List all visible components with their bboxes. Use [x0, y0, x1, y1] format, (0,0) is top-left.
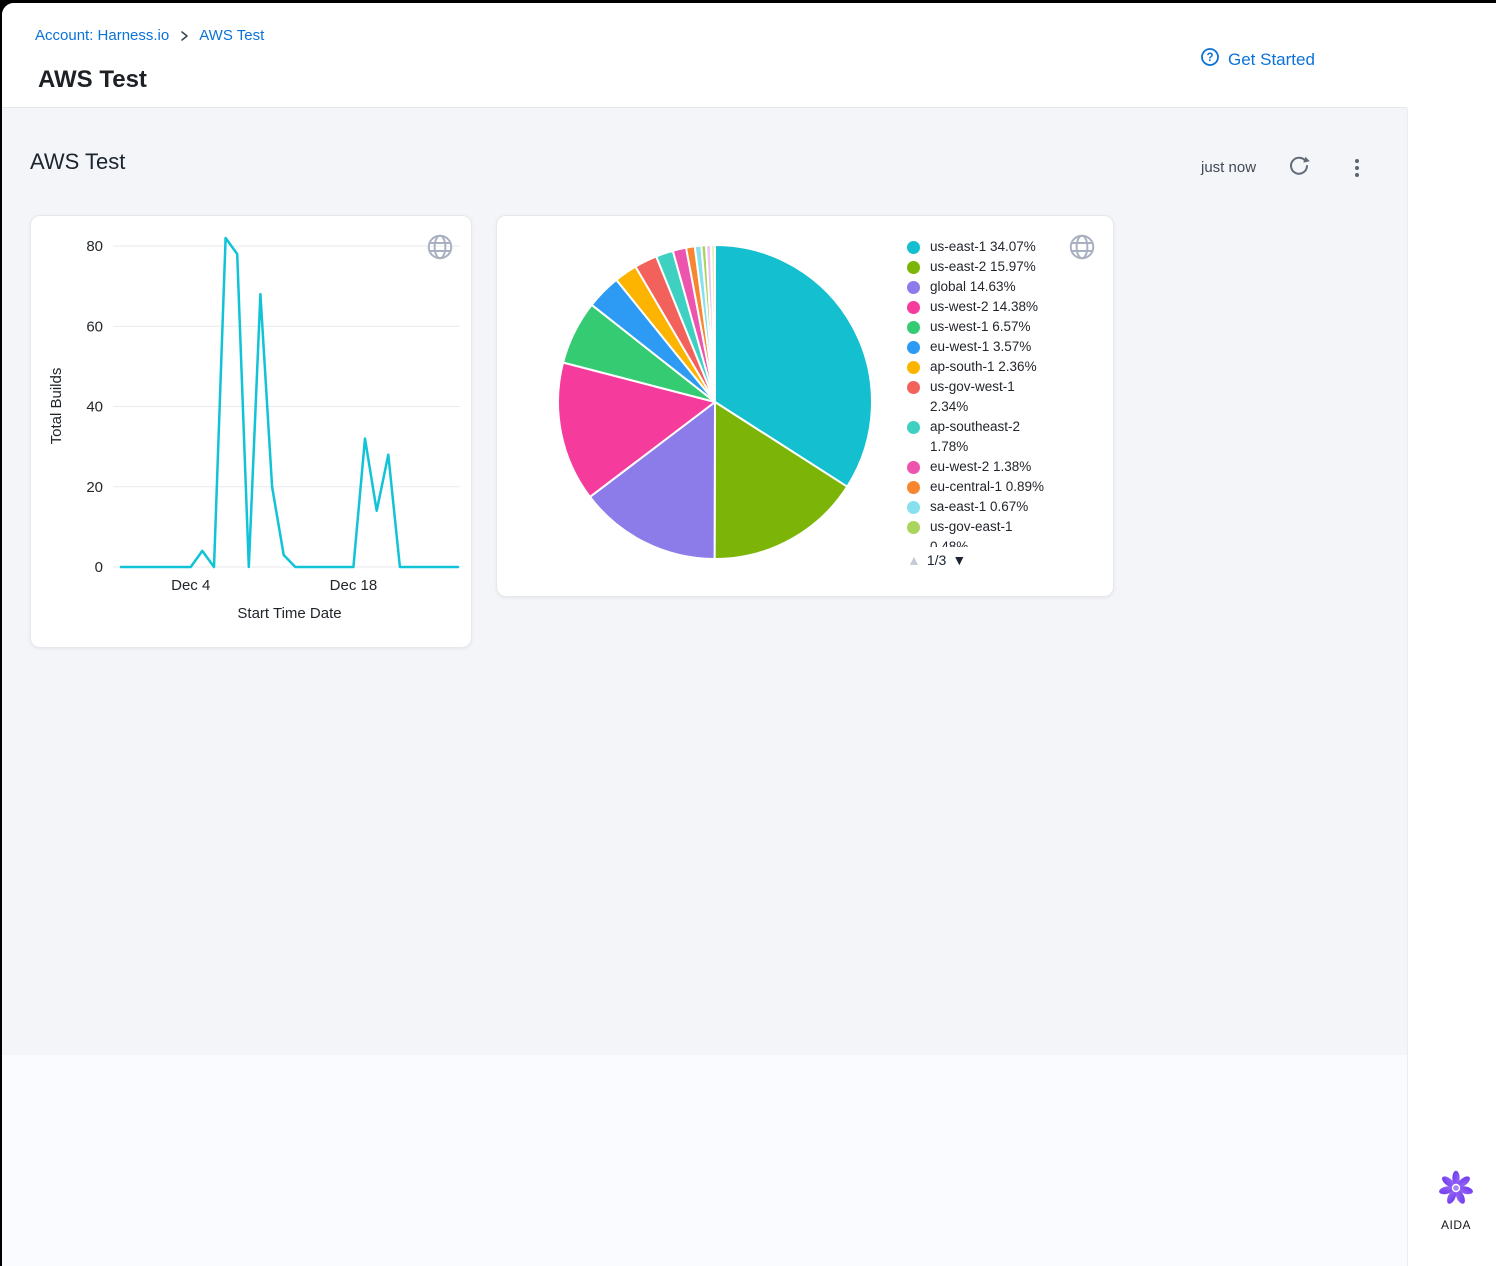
legend-label: eu-west-2 1.38% — [930, 459, 1032, 474]
x-tick-label: Dec 18 — [330, 577, 378, 594]
legend-item-sa-east-1[interactable]: sa-east-1 0.67% — [907, 497, 1089, 517]
legend-item-us-west-1[interactable]: us-west-1 6.57% — [907, 317, 1089, 337]
legend-label: global 14.63% — [930, 279, 1016, 294]
main-content: AWS Test just now 0 20 40 60 80 Total Builds D… — [2, 108, 1408, 1266]
legend-page-up-icon[interactable]: ▲ — [907, 552, 921, 568]
right-rail: AIDA — [1408, 108, 1496, 1266]
page-title: AWS Test — [38, 66, 147, 93]
pie-slice-global[interactable] — [588, 401, 716, 560]
line-chart[interactable]: 0 20 40 60 80 Total Builds Dec 4 Dec 18 Start Ti… — [31, 216, 471, 647]
legend-item-global[interactable]: global 14.63% — [907, 277, 1089, 297]
legend-swatch — [907, 480, 920, 494]
legend-item-ap-southeast-2[interactable]: ap-southeast-2 1.78% — [907, 417, 1089, 457]
y-tick-label: 60 — [86, 318, 103, 335]
x-axis-title: Start Time Date — [237, 605, 341, 622]
aida-assistant-button[interactable]: AIDA — [1430, 1168, 1482, 1232]
legend-item-us-gov-west-1[interactable]: us-gov-west-1 2.34% — [907, 377, 1089, 417]
legend-item-us-east-2[interactable]: us-east-2 15.97% — [907, 257, 1089, 277]
legend-label: ap-southeast-2 1.78% — [930, 419, 1021, 454]
kebab-menu-icon — [1355, 159, 1359, 177]
legend-label: us-east-1 34.07% — [930, 239, 1036, 254]
total-builds-line-chart-card: 0 20 40 60 80 Total Builds Dec 4 Dec 18 Start Ti… — [30, 215, 472, 648]
legend-swatch — [907, 300, 920, 314]
pie-slice-us-east-2[interactable] — [713, 401, 849, 561]
legend-item-eu-central-1[interactable]: eu-central-1 0.89% — [907, 477, 1089, 497]
y-tick-label: 20 — [86, 479, 103, 496]
refresh-icon — [1288, 155, 1310, 182]
app-panel: Account: Harness.io AWS Test AWS Test ? … — [2, 3, 1496, 1266]
aida-logo-icon — [1436, 1170, 1476, 1212]
get-started-label: Get Started — [1228, 49, 1315, 69]
total-builds-series — [119, 236, 460, 569]
legend-label: us-gov-east-1 0.48% — [930, 519, 1013, 547]
legend-label: us-gov-west-1 2.34% — [930, 379, 1015, 414]
legend-page-indicator: 1/3 — [926, 552, 947, 568]
svg-text:?: ? — [1206, 52, 1213, 64]
legend-label: eu-west-1 3.57% — [930, 339, 1032, 354]
legend-page-down-icon[interactable]: ▼ — [952, 552, 967, 568]
legend-swatch — [907, 340, 920, 354]
legend-swatch — [907, 280, 920, 294]
dashboard-menu-button[interactable] — [1344, 155, 1370, 181]
legend-swatch — [907, 520, 920, 534]
y-tick-label: 40 — [86, 399, 103, 416]
legend-item-us-gov-east-1[interactable]: us-gov-east-1 0.48% — [907, 517, 1089, 547]
breadcrumb: Account: Harness.io AWS Test — [35, 27, 264, 44]
last-refreshed-label: just now — [1201, 159, 1257, 176]
breadcrumb-account-link[interactable]: Account: Harness.io — [35, 27, 170, 44]
pie-legend: us-east-1 34.07% us-east-2 15.97% global 1… — [907, 237, 1089, 547]
legend-swatch — [907, 420, 920, 434]
breadcrumb-current-link[interactable]: AWS Test — [199, 27, 265, 44]
legend-label: us-east-2 15.97% — [930, 259, 1036, 274]
pie-slice-us-west-2[interactable] — [557, 361, 716, 498]
legend-swatch — [907, 320, 920, 334]
aida-label: AIDA — [1440, 1218, 1471, 1232]
legend-swatch — [907, 360, 920, 374]
legend-item-eu-west-1[interactable]: eu-west-1 3.57% — [907, 337, 1089, 357]
legend-item-us-west-2[interactable]: us-west-2 14.38% — [907, 297, 1089, 317]
legend-label: ap-south-1 2.36% — [930, 359, 1037, 374]
dashboard-title: AWS Test — [30, 149, 126, 174]
globe-icon — [1067, 232, 1097, 262]
legend-swatch — [907, 380, 920, 394]
chevron-right-icon — [178, 30, 190, 42]
help-question-icon: ? — [1200, 47, 1220, 72]
legend-item-eu-west-2[interactable]: eu-west-2 1.38% — [907, 457, 1089, 477]
header-divider — [2, 107, 1407, 108]
page-header: Account: Harness.io AWS Test AWS Test ? … — [2, 3, 1496, 107]
legend-item-ap-south-1[interactable]: ap-south-1 2.36% — [907, 357, 1089, 377]
globe-icon — [425, 232, 455, 262]
y-tick-label: 80 — [86, 238, 103, 255]
legend-label: sa-east-1 0.67% — [930, 499, 1029, 514]
legend-swatch — [907, 260, 920, 274]
x-tick-label: Dec 4 — [171, 577, 210, 594]
refresh-button[interactable] — [1286, 155, 1312, 181]
y-axis-title: Total Builds — [48, 368, 65, 445]
pie-slice[interactable] — [709, 243, 716, 403]
legend-swatch — [907, 460, 920, 474]
legend-swatch — [907, 240, 920, 254]
regions-pie-chart-card: us-east-1 34.07% us-east-2 15.97% global 1… — [496, 215, 1114, 597]
pie-chart[interactable] — [497, 216, 907, 596]
get-started-button[interactable]: ? Get Started — [1200, 47, 1315, 72]
legend-swatch — [907, 500, 920, 514]
legend-label: eu-central-1 0.89% — [930, 479, 1045, 494]
legend-pagination: ▲ 1/3 ▼ — [907, 552, 966, 568]
legend-item-us-east-1[interactable]: us-east-1 34.07% — [907, 237, 1089, 257]
y-tick-label: 0 — [95, 559, 103, 576]
legend-label: us-west-1 6.57% — [930, 319, 1031, 334]
legend-label: us-west-2 14.38% — [930, 299, 1039, 314]
